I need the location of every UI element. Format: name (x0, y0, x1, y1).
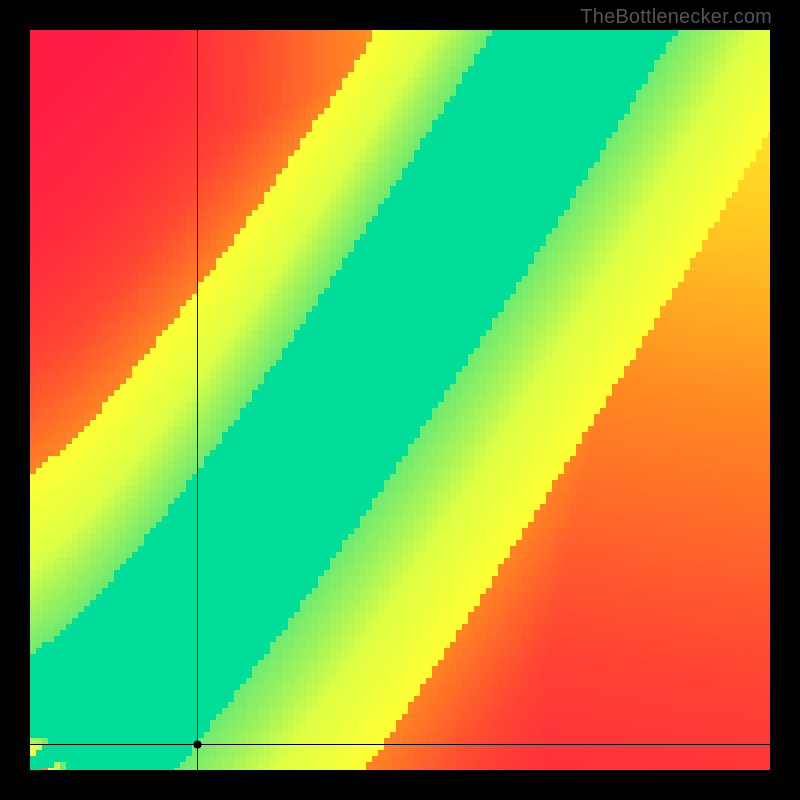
bottleneck-heatmap (30, 30, 770, 770)
crosshair-overlay (30, 30, 770, 770)
attribution-text: TheBottlenecker.com (580, 6, 772, 29)
